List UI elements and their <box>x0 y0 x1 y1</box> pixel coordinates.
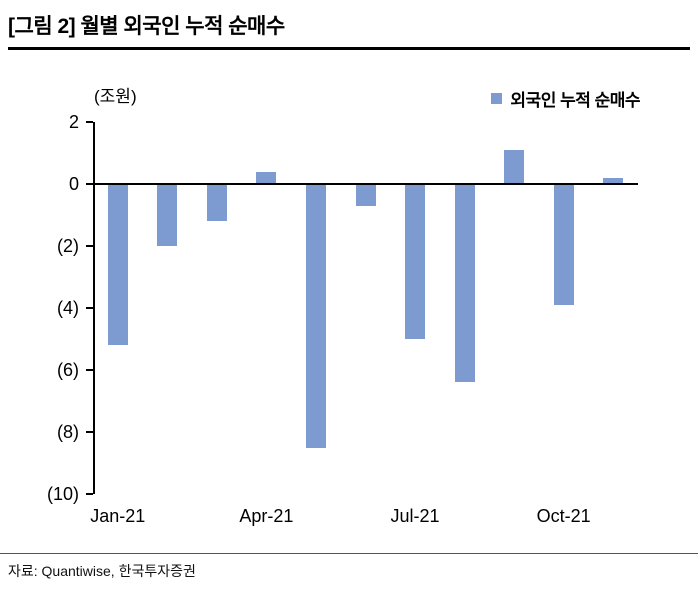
y-axis-tick <box>86 307 93 309</box>
x-axis-tick-label: Jan-21 <box>90 506 146 526</box>
bar-Mar-21 <box>206 184 227 222</box>
y-axis-line <box>93 122 95 494</box>
bar-Sep-21 <box>504 149 525 184</box>
y-axis-tick-label: 0 <box>68 174 79 194</box>
bar-May-21 <box>305 184 326 448</box>
bar-Feb-21 <box>157 184 178 246</box>
bar-Jul-21 <box>405 184 426 339</box>
x-axis-tick-label: Jul-21 <box>390 506 440 526</box>
y-axis-tick <box>86 369 93 371</box>
bar-Aug-21 <box>454 184 475 383</box>
y-axis-tick-label: (2) <box>57 236 79 256</box>
y-axis-tick-label: (4) <box>57 298 79 318</box>
y-axis-tick-label: (6) <box>57 360 79 380</box>
y-axis-tick-label: (8) <box>57 422 79 442</box>
x-axis-tick-label: Oct-21 <box>536 506 591 526</box>
bar-Jan-21 <box>107 184 128 346</box>
y-axis-tick <box>86 183 93 185</box>
bar-Nov-21 <box>603 177 624 184</box>
y-axis-tick <box>86 431 93 433</box>
title-divider <box>8 47 690 50</box>
y-axis-unit-label: (조원) <box>94 87 137 106</box>
y-axis-tick <box>86 493 93 495</box>
y-axis-tick <box>86 121 93 123</box>
y-axis-tick <box>86 245 93 247</box>
y-axis-tick-label: 2 <box>68 112 79 132</box>
footer-divider <box>0 553 698 554</box>
x-axis-tick-label: Apr-21 <box>239 506 294 526</box>
legend-swatch-icon <box>491 93 503 104</box>
zero-line <box>93 183 638 185</box>
source-note: 자료: Quantiwise, 한국투자증권 <box>8 563 196 579</box>
bar-Oct-21 <box>553 184 574 305</box>
bar-Jun-21 <box>355 184 376 206</box>
plot-area: 2 0 (2) (4) (6) (8) (10) Jan-21 Apr-21 Jul-21 Oct-… <box>47 112 638 526</box>
legend-label: 외국인 누적 순매수 <box>510 91 640 110</box>
bar-Apr-21 <box>256 171 277 184</box>
y-axis-tick-label: (10) <box>46 484 79 504</box>
legend: 외국인 누적 순매수 <box>491 86 640 111</box>
chart-title: [그림 2] 월별 외국인 누적 순매수 <box>8 15 285 38</box>
